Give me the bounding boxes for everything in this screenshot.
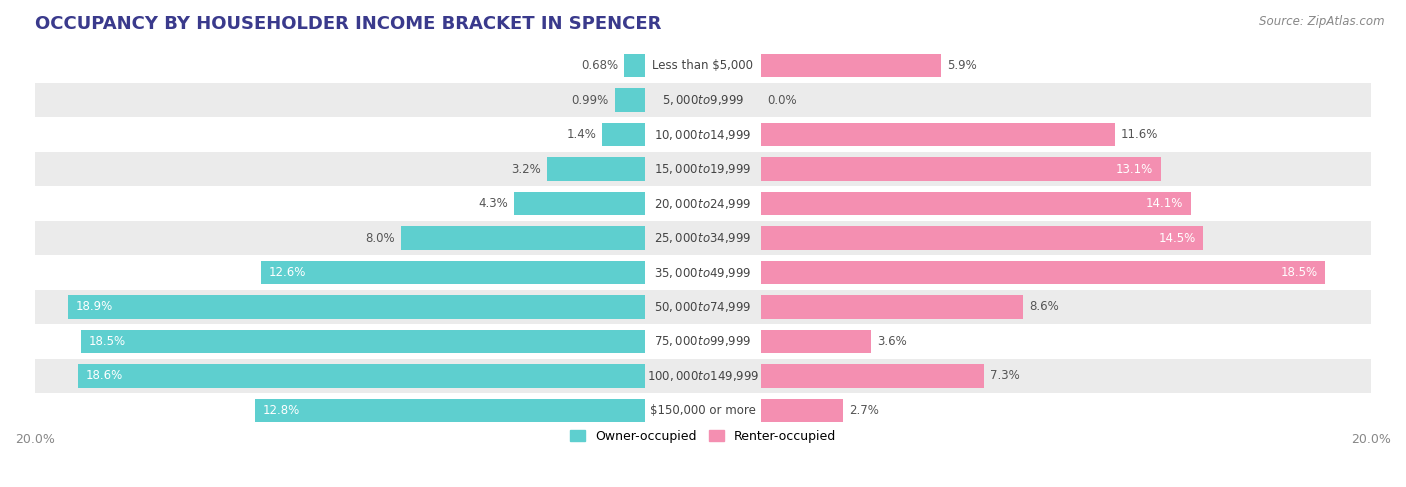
- Bar: [35, 83, 1371, 117]
- Bar: [35, 221, 1371, 255]
- Bar: [35, 255, 1371, 290]
- Legend: Owner-occupied, Renter-occupied: Owner-occupied, Renter-occupied: [565, 425, 841, 448]
- Text: $15,000 to $19,999: $15,000 to $19,999: [654, 162, 752, 176]
- Text: 14.5%: 14.5%: [1159, 231, 1195, 244]
- Bar: [260, 261, 645, 284]
- Bar: [254, 399, 645, 422]
- Bar: [77, 364, 645, 388]
- Text: 3.2%: 3.2%: [512, 163, 541, 176]
- Bar: [35, 290, 1371, 324]
- Bar: [547, 157, 645, 181]
- Text: 7.3%: 7.3%: [990, 370, 1019, 382]
- Bar: [35, 393, 1371, 428]
- Bar: [69, 295, 645, 318]
- Text: $75,000 to $99,999: $75,000 to $99,999: [654, 335, 752, 349]
- Text: $50,000 to $74,999: $50,000 to $74,999: [654, 300, 752, 314]
- Bar: [35, 117, 1371, 152]
- Text: 12.6%: 12.6%: [269, 266, 305, 279]
- Text: 5.9%: 5.9%: [948, 59, 977, 72]
- Text: 0.99%: 0.99%: [571, 94, 609, 107]
- Text: $20,000 to $24,999: $20,000 to $24,999: [654, 197, 752, 210]
- Text: 14.1%: 14.1%: [1146, 197, 1184, 210]
- Bar: [35, 48, 1371, 83]
- Text: 8.0%: 8.0%: [366, 231, 395, 244]
- Text: OCCUPANCY BY HOUSEHOLDER INCOME BRACKET IN SPENCER: OCCUPANCY BY HOUSEHOLDER INCOME BRACKET …: [35, 15, 661, 33]
- Text: $35,000 to $49,999: $35,000 to $49,999: [654, 265, 752, 280]
- Text: 3.6%: 3.6%: [877, 335, 907, 348]
- Text: Less than $5,000: Less than $5,000: [652, 59, 754, 72]
- Text: 18.9%: 18.9%: [76, 300, 114, 314]
- Text: 18.6%: 18.6%: [86, 370, 122, 382]
- Text: 18.5%: 18.5%: [89, 335, 125, 348]
- Bar: [761, 123, 1115, 147]
- Bar: [624, 54, 645, 77]
- Bar: [35, 359, 1371, 393]
- Bar: [761, 399, 844, 422]
- Bar: [761, 192, 1191, 215]
- Bar: [761, 261, 1326, 284]
- Text: 1.4%: 1.4%: [567, 128, 596, 141]
- Bar: [761, 364, 984, 388]
- Bar: [761, 295, 1024, 318]
- Bar: [35, 152, 1371, 187]
- Text: 2.7%: 2.7%: [849, 404, 879, 417]
- Text: 18.5%: 18.5%: [1281, 266, 1317, 279]
- Text: $150,000 or more: $150,000 or more: [650, 404, 756, 417]
- Text: $10,000 to $14,999: $10,000 to $14,999: [654, 128, 752, 142]
- Text: 0.68%: 0.68%: [581, 59, 619, 72]
- Bar: [761, 226, 1204, 250]
- Bar: [614, 89, 645, 112]
- Text: 12.8%: 12.8%: [262, 404, 299, 417]
- Text: 4.3%: 4.3%: [478, 197, 508, 210]
- Bar: [761, 330, 870, 353]
- Bar: [35, 324, 1371, 359]
- Bar: [761, 54, 941, 77]
- Text: $5,000 to $9,999: $5,000 to $9,999: [662, 93, 744, 107]
- Text: $100,000 to $149,999: $100,000 to $149,999: [647, 369, 759, 383]
- Text: 0.0%: 0.0%: [768, 94, 797, 107]
- Bar: [513, 192, 645, 215]
- Text: 11.6%: 11.6%: [1121, 128, 1159, 141]
- Text: Source: ZipAtlas.com: Source: ZipAtlas.com: [1260, 15, 1385, 28]
- Text: $25,000 to $34,999: $25,000 to $34,999: [654, 231, 752, 245]
- Bar: [80, 330, 645, 353]
- Bar: [602, 123, 645, 147]
- Text: 8.6%: 8.6%: [1029, 300, 1059, 314]
- Bar: [35, 187, 1371, 221]
- Bar: [761, 157, 1160, 181]
- Text: 13.1%: 13.1%: [1116, 163, 1153, 176]
- Bar: [401, 226, 645, 250]
